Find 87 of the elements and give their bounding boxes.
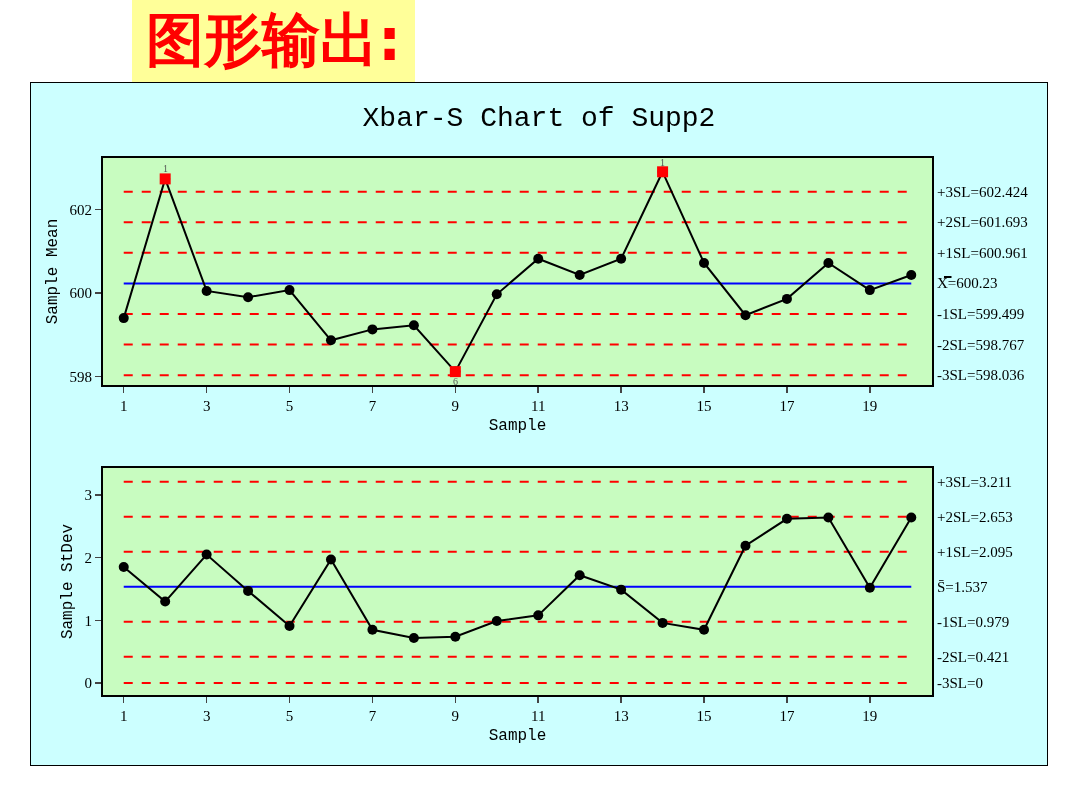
point [491, 616, 502, 627]
point [657, 617, 668, 628]
x-tick-label: 19 [862, 398, 878, 414]
x-tick-label: 1 [119, 708, 128, 724]
point [533, 610, 544, 621]
point [740, 310, 751, 321]
ref-line-label: X̿=600.23 [937, 275, 998, 291]
point [367, 324, 378, 335]
point [699, 624, 710, 635]
ref-line-label: -3SL=0 [937, 675, 983, 691]
y-tick-label: 602 [69, 201, 92, 218]
x-tick-label: 5 [285, 708, 294, 724]
point [118, 313, 129, 324]
point [450, 631, 461, 642]
point [616, 253, 627, 264]
x-axis-title: Sample [488, 727, 547, 746]
point [740, 540, 751, 551]
x-tick-label: 9 [451, 398, 460, 414]
ref-line-label: +3SL=602.424 [937, 184, 1029, 200]
x-axis-title: Sample [488, 417, 547, 436]
x-tick-label: 19 [862, 708, 878, 724]
point [408, 632, 419, 643]
ref-line-label: -2SL=0.421 [937, 649, 1010, 665]
annotation: 1 [163, 163, 168, 174]
ref-line-label: -1SL=0.979 [937, 614, 1010, 630]
x-tick-label: 7 [368, 398, 377, 414]
point [243, 292, 254, 303]
ref-line-label: +2SL=2.653 [937, 509, 1013, 525]
point [906, 270, 917, 281]
y-axis-title: Sample StDev [58, 523, 77, 640]
point [284, 621, 295, 632]
ref-line-label: S̄=1.537 [937, 579, 989, 595]
text: 图形输出: [132, 0, 416, 82]
y-tick-label: 2 [84, 549, 92, 566]
x-tick-label: 17 [779, 398, 795, 414]
y-tick-label: 1 [84, 612, 92, 629]
point [118, 562, 129, 573]
point [699, 257, 710, 268]
point [201, 549, 212, 560]
ref-line-label: -3SL=598.036 [937, 367, 1025, 383]
annotation: 6 [453, 376, 458, 387]
x-tick-label: 3 [202, 708, 211, 724]
point [325, 335, 336, 346]
point [781, 513, 792, 524]
point [823, 257, 834, 268]
x-tick-label: 11 [531, 398, 546, 414]
x-tick-label: 17 [779, 708, 795, 724]
y-tick-label: 598 [69, 368, 92, 385]
point [408, 320, 419, 331]
point [574, 270, 585, 281]
point [201, 285, 212, 296]
point [367, 624, 378, 635]
point [325, 554, 336, 565]
x-tick-label: 3 [202, 398, 211, 414]
y-tick-label: 0 [84, 675, 92, 692]
annotation: 1 [660, 157, 665, 168]
ref-line-label: +1SL=2.095 [937, 544, 1013, 560]
point [616, 584, 627, 595]
y-axis-title: Sample Mean [43, 218, 62, 325]
x-tick-label: 9 [451, 708, 460, 724]
point [574, 570, 585, 581]
ref-line-label: +2SL=601.693 [937, 214, 1028, 230]
ref-line-label: -2SL=598.767 [937, 337, 1025, 353]
point [781, 293, 792, 304]
chart-title: Xbar-S Chart of Supp2 [361, 103, 717, 134]
ref-line-label: +3SL=3.211 [937, 474, 1013, 490]
ref-line-label: -1SL=599.499 [937, 306, 1025, 322]
point [284, 285, 295, 296]
ref-line-label: +1SL=600.961 [937, 245, 1028, 261]
point [533, 253, 544, 264]
point [906, 512, 917, 523]
x-tick-label: 13 [613, 398, 629, 414]
x-tick-label: 15 [696, 708, 712, 724]
x-tick-label: 15 [696, 398, 712, 414]
x-tick-label: 11 [531, 708, 546, 724]
point [491, 289, 502, 300]
point [823, 512, 834, 523]
x-tick-label: 13 [613, 708, 629, 724]
y-tick-label: 3 [84, 487, 92, 504]
x-tick-label: 5 [285, 398, 294, 414]
point [864, 582, 875, 593]
point [243, 585, 254, 596]
point [160, 596, 171, 607]
point [864, 285, 875, 296]
x-tick-label: 7 [368, 708, 377, 724]
y-tick-label: 600 [69, 285, 92, 302]
x-tick-label: 1 [119, 398, 128, 414]
